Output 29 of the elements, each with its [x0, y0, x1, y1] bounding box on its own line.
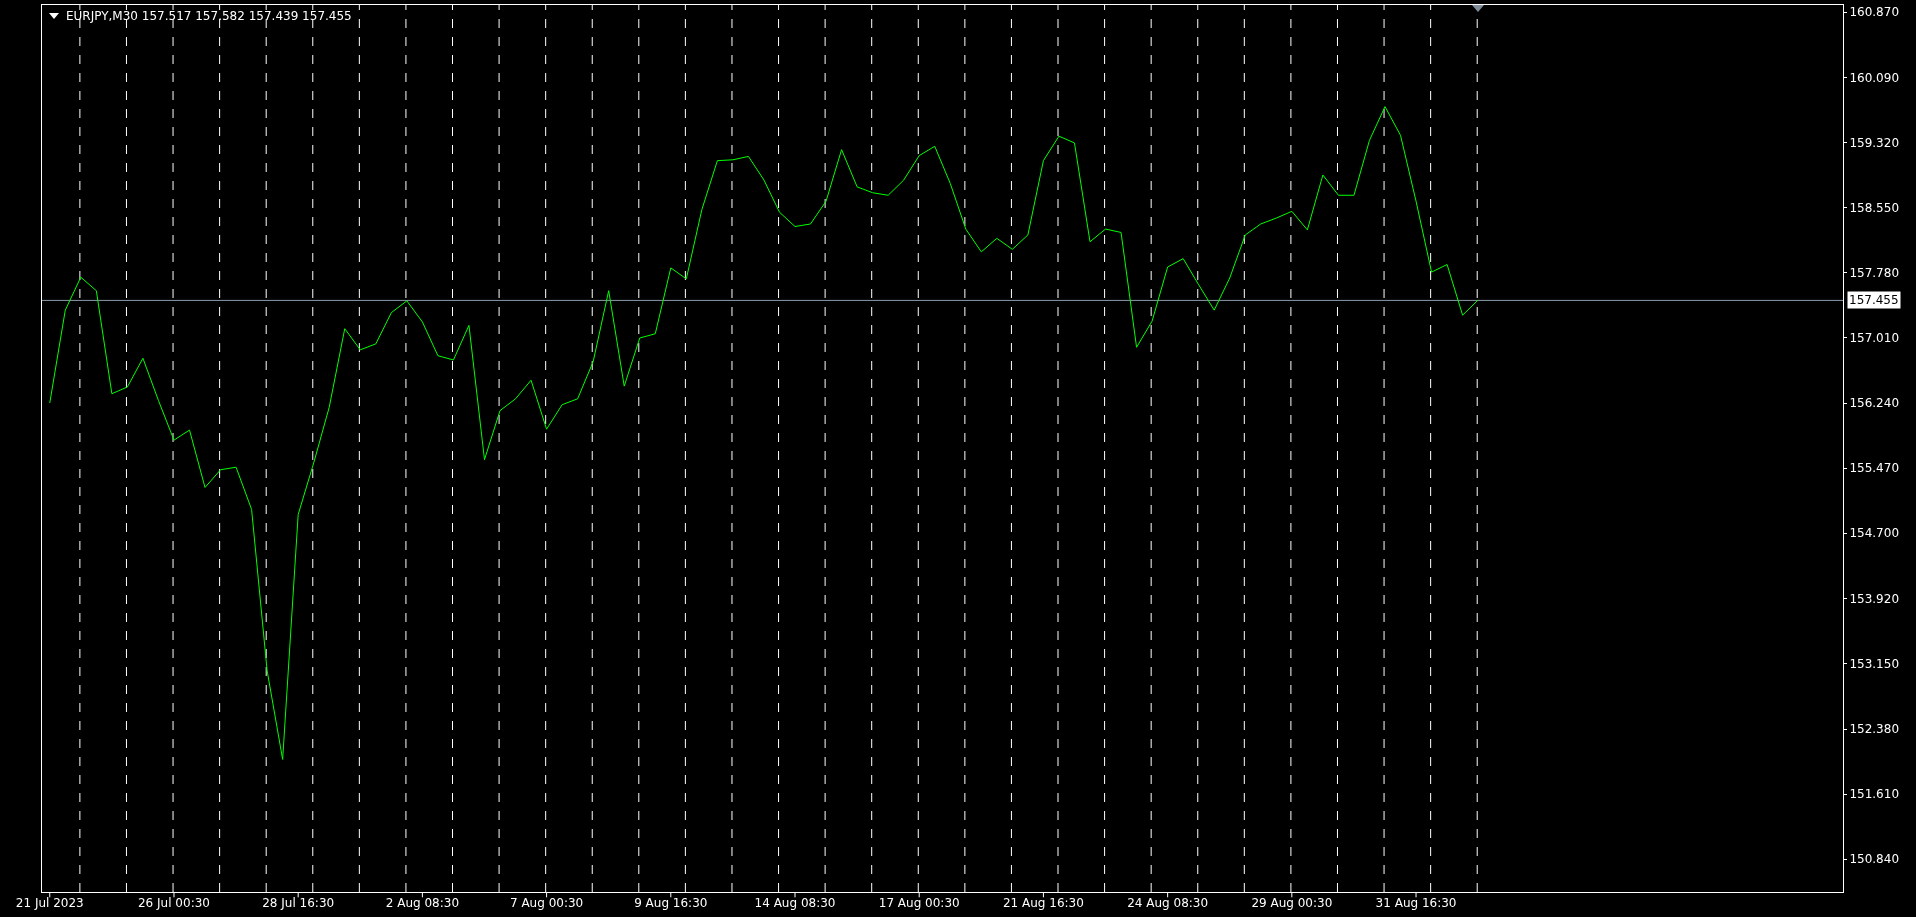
x-tick-label: 29 Aug 00:30	[1251, 896, 1333, 911]
chart-title: EURJPY,M30 157.517 157.582 157.439 157.455	[66, 9, 352, 23]
y-tick-label: 151.610	[1849, 787, 1900, 802]
x-tick-label: 2 Aug 08:30	[385, 896, 460, 911]
y-tick-label: 155.470	[1849, 461, 1900, 476]
y-tick-label: 160.090	[1849, 71, 1900, 86]
y-tick-label: 160.870	[1849, 5, 1900, 20]
y-tick-label: 153.920	[1849, 592, 1900, 607]
y-tick-label: 154.700	[1849, 526, 1900, 541]
y-tick-label: 156.240	[1849, 396, 1900, 411]
x-tick-label: 14 Aug 08:30	[754, 896, 836, 911]
y-tick-label: 157.780	[1849, 266, 1900, 281]
x-tick-label: 24 Aug 08:30	[1127, 896, 1209, 911]
y-tick-label: 153.150	[1849, 657, 1900, 672]
line-series	[49, 106, 1479, 760]
y-tick-label: 152.380	[1849, 722, 1900, 737]
x-tick-label: 9 Aug 16:30	[634, 896, 708, 911]
x-tick-label: 28 Jul 16:30	[262, 896, 335, 911]
ref-line-label: 157.455	[1849, 293, 1899, 307]
y-tick-label: 158.550	[1849, 201, 1900, 216]
x-tick-label: 31 Aug 16:30	[1375, 896, 1457, 911]
y-tick-label: 157.010	[1849, 331, 1900, 346]
x-tick-label: 26 Jul 00:30	[137, 896, 210, 911]
y-tick-label: 150.840	[1849, 852, 1900, 867]
y-tick-label: 159.320	[1849, 136, 1900, 151]
x-tick-label: 21 Jul 2023	[15, 896, 84, 911]
x-tick-label: 7 Aug 00:30	[509, 896, 584, 911]
x-tick-label: 21 Aug 16:30	[1002, 896, 1084, 911]
x-tick-label: 17 Aug 00:30	[878, 896, 960, 911]
